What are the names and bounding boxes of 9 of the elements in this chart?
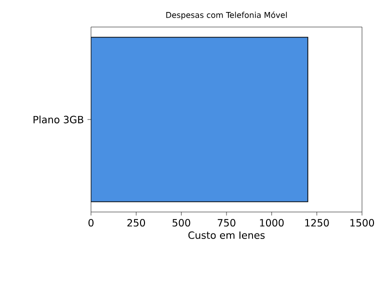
x-tick-label: 0 bbox=[88, 219, 94, 227]
x-tick-label: 1000 bbox=[260, 219, 284, 227]
x-tick-label: 1500 bbox=[350, 219, 374, 227]
y-tick-label: Plano 3GB bbox=[34, 116, 84, 124]
x-tick-label: 750 bbox=[218, 219, 236, 227]
x-tick-label: 500 bbox=[172, 219, 190, 227]
x-axis-title: Custo em Ienes bbox=[188, 231, 265, 239]
x-tick-label: 250 bbox=[127, 219, 146, 227]
x-tick-label: 1250 bbox=[305, 219, 329, 227]
